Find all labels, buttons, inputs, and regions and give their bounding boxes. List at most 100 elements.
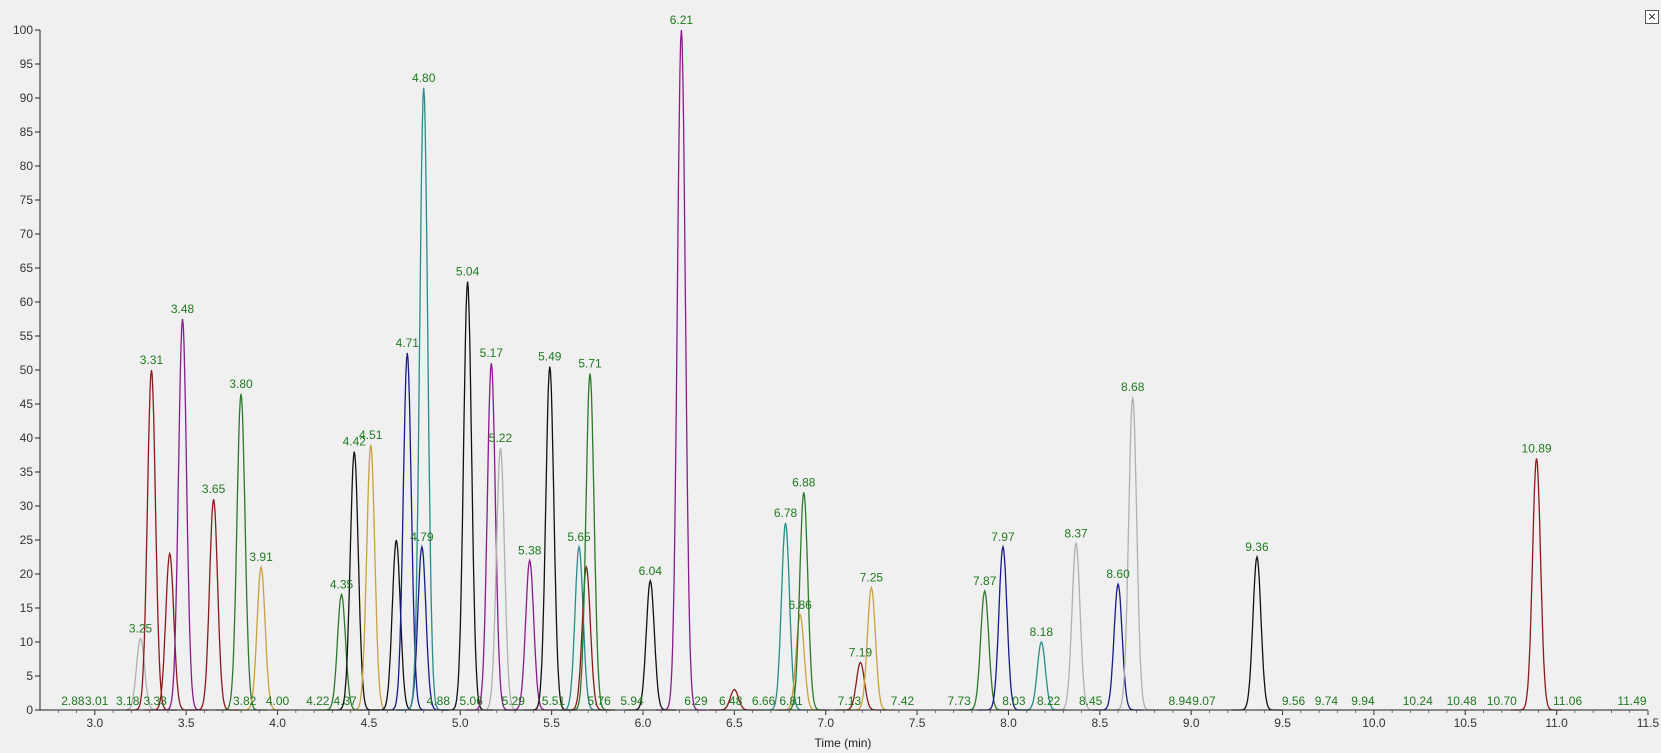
y-tick-label: 55 [20, 329, 34, 343]
baseline-label: 8.03 [1002, 694, 1026, 708]
y-tick-label: 75 [20, 193, 34, 207]
baseline-labels: 2.88 3.01 3.18 3.33 3.82 4.00 4.22 4.37 4.88 5.06… [61, 694, 1647, 708]
y-tick-label: 90 [20, 91, 34, 105]
baseline-label: 10.24 [1403, 694, 1433, 708]
peak-label: 5.17 [480, 346, 504, 360]
peak-label: 7.87 [973, 574, 997, 588]
baseline-label: 11.06 [1553, 694, 1582, 708]
baseline-label: 7.13 [838, 694, 862, 708]
peak-label: 5.49 [538, 350, 562, 364]
baseline-label: 6.48 [719, 694, 743, 708]
peak-label: 5.71 [578, 356, 602, 370]
baseline-label: 10.70 [1487, 694, 1517, 708]
peak-label: 8.18 [1030, 625, 1054, 639]
baseline-label: 5.76 [587, 694, 611, 708]
y-tick-label: 70 [20, 227, 34, 241]
baseline-label: 8.45 [1079, 694, 1103, 708]
peak-label: 5.38 [518, 543, 542, 557]
peak-label: 9.36 [1245, 540, 1269, 554]
peak-label: 3.48 [171, 302, 195, 316]
baseline-label: 3.18 [116, 694, 140, 708]
baseline-label: 9.74 [1315, 694, 1339, 708]
baseline-label: 11.49 [1617, 694, 1646, 708]
baseline-label: 4.88 [427, 694, 451, 708]
baseline-label: 9.07 [1192, 694, 1216, 708]
baseline-label: 3.82 [233, 694, 257, 708]
x-tick-label: 8.5 [1091, 716, 1108, 730]
x-tick-label: 4.5 [361, 716, 378, 730]
y-tick-label: 25 [20, 533, 34, 547]
x-tick-label: 7.0 [817, 716, 834, 730]
baseline-label: 4.37 [333, 694, 357, 708]
peak-label: 4.79 [410, 530, 434, 544]
x-tick-label: 9.5 [1274, 716, 1291, 730]
peak-label: 8.60 [1106, 567, 1130, 581]
baseline-label: 8.22 [1037, 694, 1061, 708]
baseline-label: 2.88 [61, 694, 85, 708]
peak-label: 3.65 [202, 482, 226, 496]
baseline-label: 4.00 [266, 694, 290, 708]
y-tick-label: 15 [20, 601, 34, 615]
baseline-label: 7.42 [891, 694, 915, 708]
peak-label: 6.88 [792, 475, 816, 489]
peak-label: 5.65 [567, 530, 591, 544]
baseline-label: 9.94 [1351, 694, 1375, 708]
baseline-label: 8.94 [1169, 694, 1193, 708]
baseline-label: 3.01 [85, 694, 109, 708]
y-tick-label: 35 [20, 465, 34, 479]
peak-label: 8.68 [1121, 380, 1145, 394]
peak-label: 8.37 [1064, 526, 1088, 540]
peak-label: 4.71 [396, 336, 420, 350]
baseline-label: 3.33 [143, 694, 167, 708]
x-tick-label: 3.5 [178, 716, 195, 730]
peak-label: 3.91 [249, 550, 273, 564]
peak-label: 5.04 [456, 265, 480, 279]
peak-label: 10.89 [1522, 441, 1552, 455]
peak-label: 6.78 [774, 506, 798, 520]
peak-label: 5.22 [489, 431, 513, 445]
x-tick-label: 7.5 [909, 716, 926, 730]
y-tick-label: 30 [20, 499, 34, 513]
x-tick-label: 5.0 [452, 716, 469, 730]
x-tick-label: 6.0 [635, 716, 652, 730]
x-tick-label: 8.0 [1000, 716, 1017, 730]
baseline-label: 6.29 [684, 694, 708, 708]
x-tick-label: 10.0 [1362, 716, 1386, 730]
x-tick-label: 11.5 [1637, 716, 1660, 730]
y-tick-label: 50 [20, 363, 34, 377]
y-tick-label: 5 [26, 669, 33, 683]
x-tick-label: 6.5 [726, 716, 743, 730]
plot-background [40, 12, 1648, 710]
y-tick-label: 95 [20, 57, 34, 71]
y-tick-label: 85 [20, 125, 34, 139]
baseline-label: 9.56 [1282, 694, 1306, 708]
peak-label: 6.21 [670, 13, 694, 27]
peak-label: 7.97 [991, 530, 1015, 544]
x-tick-label: 5.5 [543, 716, 560, 730]
y-tick-label: 10 [20, 635, 34, 649]
peak-label: 7.25 [860, 571, 884, 585]
baseline-label: 4.22 [306, 694, 330, 708]
y-tick-label: 45 [20, 397, 34, 411]
baseline-label: 5.51 [542, 694, 566, 708]
peak-label: 3.25 [129, 622, 153, 636]
peak-labels: 3.25 3.31 3.48 3.65 3.80 3.91 4.35 4.424.51 4.71… [129, 13, 1552, 659]
y-tick-label: 0 [26, 703, 33, 717]
x-tick-label: 11.0 [1545, 716, 1568, 730]
y-axis-ticks: 0 5 10 15 20 25 30 35 40 45 50 55 60 65 70 75 80 85 90 95 10… [13, 23, 40, 717]
peak-label: 7.19 [849, 645, 873, 659]
baseline-label: 6.81 [779, 694, 803, 708]
y-tick-label: 65 [20, 261, 34, 275]
peak-label: 4.35 [330, 577, 354, 591]
peak-label: 3.80 [229, 377, 253, 391]
baseline-label: 5.06 [460, 694, 484, 708]
x-tick-label: 9.0 [1183, 716, 1200, 730]
baseline-label: 5.29 [502, 694, 526, 708]
close-button[interactable]: × [1645, 10, 1659, 24]
y-tick-label: 60 [20, 295, 34, 309]
peak-label: 4.80 [412, 71, 436, 85]
y-tick-label: 80 [20, 159, 34, 173]
baseline-label: 5.94 [620, 694, 644, 708]
peak-label: 6.04 [639, 564, 663, 578]
x-tick-label: 4.0 [269, 716, 286, 730]
